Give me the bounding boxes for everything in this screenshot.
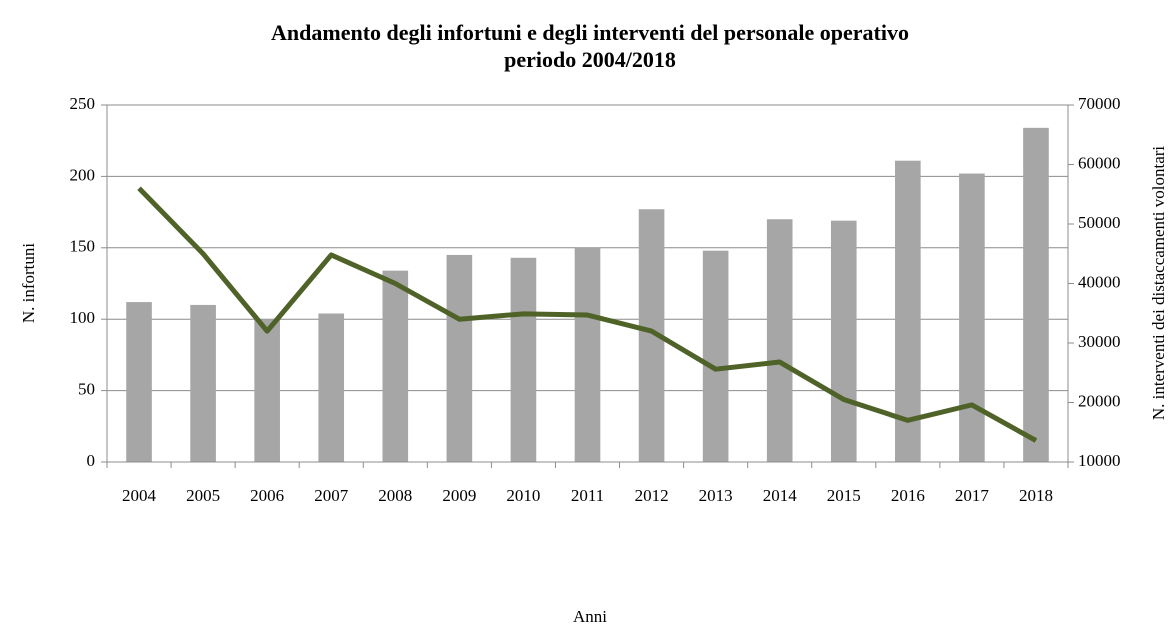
bar	[574, 247, 601, 462]
bar	[190, 304, 216, 462]
y2-tick-label: 50000	[1078, 213, 1121, 232]
x-tick-label: 2010	[506, 486, 540, 505]
bar	[446, 254, 473, 462]
bar	[959, 173, 985, 462]
x-tick-label: 2011	[571, 486, 604, 505]
bar	[702, 250, 729, 462]
x-tick-label: 2013	[699, 486, 733, 505]
x-tick-label: 2018	[1019, 486, 1053, 505]
x-tick-label: 2016	[891, 486, 925, 505]
y-tick-label: 250	[70, 94, 96, 113]
x-tick-label: 2017	[955, 486, 990, 505]
y-tick-label: 50	[78, 380, 95, 399]
bar	[830, 220, 857, 462]
y2-tick-label: 20000	[1078, 391, 1121, 410]
bar	[895, 160, 921, 462]
x-axis-label: Anni	[573, 607, 607, 626]
y-tick-label: 150	[70, 237, 96, 256]
y2-tick-label: 70000	[1078, 94, 1121, 113]
y-tick-label: 200	[70, 165, 96, 184]
y-tick-label: 100	[70, 308, 96, 327]
bar	[318, 313, 345, 462]
x-tick-label: 2009	[442, 486, 476, 505]
bar	[510, 257, 537, 462]
y2-tick-label: 40000	[1078, 272, 1121, 291]
x-tick-label: 2007	[314, 486, 349, 505]
x-tick-label: 2006	[250, 486, 284, 505]
x-tick-label: 2015	[827, 486, 861, 505]
y-tick-label: 0	[87, 451, 96, 470]
y-axis-label: N. infortuni	[19, 243, 38, 324]
x-tick-label: 2014	[763, 486, 798, 505]
bar	[1023, 127, 1049, 463]
line	[137, 186, 1038, 443]
bar	[766, 219, 793, 462]
bar	[254, 319, 280, 462]
chart-subtitle: periodo 2004/2018	[504, 47, 676, 72]
x-tick-label: 2008	[378, 486, 412, 505]
x-tick-label: 2012	[635, 486, 669, 505]
x-tick-label: 2005	[186, 486, 220, 505]
y2-tick-label: 60000	[1078, 153, 1121, 172]
x-tick-label: 2004	[122, 486, 157, 505]
y2-tick-label: 10000	[1078, 451, 1121, 470]
y2-axis-label: N. interventi dei distaccamenti volontar…	[1149, 146, 1168, 421]
bar	[382, 270, 409, 462]
y2-tick-label: 30000	[1078, 332, 1121, 351]
chart-title: Andamento degli infortuni e degli interv…	[271, 20, 909, 45]
bar	[126, 302, 152, 462]
